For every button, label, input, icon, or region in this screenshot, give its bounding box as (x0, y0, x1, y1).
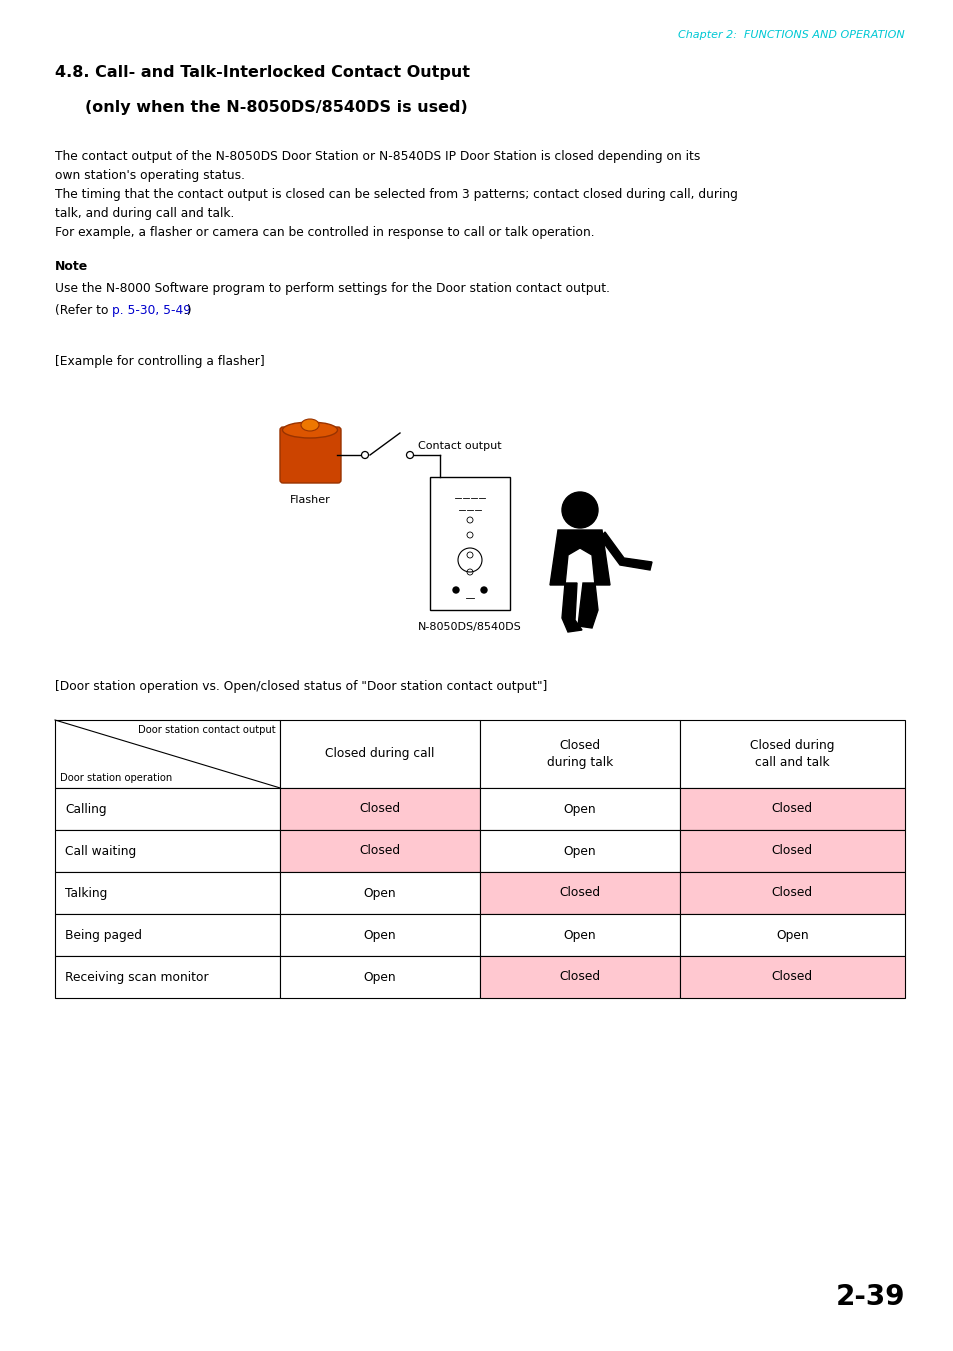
Text: 4.8. Call- and Talk-Interlocked Contact Output: 4.8. Call- and Talk-Interlocked Contact … (55, 65, 470, 80)
Polygon shape (578, 584, 598, 628)
Text: Closed: Closed (359, 802, 400, 816)
Text: Call waiting: Call waiting (65, 844, 136, 858)
Bar (55, 871, 280, 915)
Text: Chapter 2:  FUNCTIONS AND OPERATION: Chapter 2: FUNCTIONS AND OPERATION (678, 30, 904, 41)
Bar (55, 788, 280, 830)
Text: Open: Open (563, 802, 596, 816)
Text: Closed: Closed (771, 802, 812, 816)
FancyBboxPatch shape (280, 427, 340, 484)
Text: (only when the N-8050DS/8540DS is used): (only when the N-8050DS/8540DS is used) (85, 100, 467, 115)
Text: N-8050DS/8540DS: N-8050DS/8540DS (417, 621, 521, 632)
Bar (280, 788, 479, 830)
Text: p. 5-30, 5-49: p. 5-30, 5-49 (112, 304, 191, 317)
Text: Closed during call: Closed during call (325, 747, 435, 761)
Bar (679, 871, 904, 915)
Bar (280, 915, 479, 957)
Text: Closed
during talk: Closed during talk (546, 739, 613, 769)
Text: For example, a flasher or camera can be controlled in response to call or talk o: For example, a flasher or camera can be … (55, 226, 594, 239)
Text: Door station operation: Door station operation (60, 773, 172, 784)
Ellipse shape (282, 422, 337, 438)
Text: Open: Open (363, 970, 396, 984)
Text: Open: Open (363, 886, 396, 900)
Circle shape (361, 451, 368, 458)
Text: Closed: Closed (771, 886, 812, 900)
Text: [Example for controlling a flasher]: [Example for controlling a flasher] (55, 355, 265, 367)
Text: Closed: Closed (558, 970, 599, 984)
Circle shape (453, 586, 458, 593)
Text: Open: Open (775, 928, 808, 942)
Text: Open: Open (563, 928, 596, 942)
Text: Being paged: Being paged (65, 928, 142, 942)
Text: Flasher: Flasher (290, 494, 330, 505)
Text: talk, and during call and talk.: talk, and during call and talk. (55, 207, 234, 220)
Text: Door station contact output: Door station contact output (137, 725, 275, 735)
Text: Note: Note (55, 259, 89, 273)
Text: Closed: Closed (771, 844, 812, 858)
Text: Talking: Talking (65, 886, 108, 900)
Bar (280, 720, 479, 788)
Bar (479, 957, 679, 998)
Bar (679, 957, 904, 998)
Circle shape (480, 586, 486, 593)
Text: Contact output: Contact output (417, 440, 501, 451)
Text: [Door station operation vs. Open/closed status of "Door station contact output"]: [Door station operation vs. Open/closed … (55, 680, 547, 693)
Text: Closed: Closed (558, 886, 599, 900)
Bar (679, 830, 904, 871)
Text: Closed: Closed (771, 970, 812, 984)
Bar (430, 477, 510, 611)
Text: Use the N-8000 Software program to perform settings for the Door station contact: Use the N-8000 Software program to perfo… (55, 282, 609, 295)
Text: (Refer to: (Refer to (55, 304, 112, 317)
Polygon shape (550, 530, 609, 585)
Circle shape (406, 451, 413, 458)
Bar (479, 915, 679, 957)
Bar (280, 830, 479, 871)
Bar (479, 788, 679, 830)
Ellipse shape (301, 419, 318, 431)
Bar (679, 915, 904, 957)
Bar (280, 957, 479, 998)
Bar (479, 830, 679, 871)
Bar (55, 957, 280, 998)
Bar (679, 788, 904, 830)
Text: The timing that the contact output is closed can be selected from 3 patterns; co: The timing that the contact output is cl… (55, 188, 737, 201)
Bar (479, 871, 679, 915)
Text: Calling: Calling (65, 802, 107, 816)
Text: The contact output of the N-8050DS Door Station or N-8540DS IP Door Station is c: The contact output of the N-8050DS Door … (55, 150, 700, 163)
Bar (280, 871, 479, 915)
Polygon shape (561, 584, 581, 632)
Text: 2-39: 2-39 (835, 1283, 904, 1310)
Text: Closed: Closed (359, 844, 400, 858)
Text: Open: Open (363, 928, 396, 942)
Circle shape (561, 492, 598, 528)
Bar (479, 720, 679, 788)
Text: .): .) (184, 304, 193, 317)
Bar (55, 915, 280, 957)
Bar (55, 830, 280, 871)
Bar (55, 720, 280, 788)
Bar (679, 720, 904, 788)
Text: Closed during
call and talk: Closed during call and talk (749, 739, 834, 769)
Text: own station's operating status.: own station's operating status. (55, 169, 245, 182)
Polygon shape (599, 532, 651, 570)
Text: Receiving scan monitor: Receiving scan monitor (65, 970, 209, 984)
Text: Open: Open (563, 844, 596, 858)
